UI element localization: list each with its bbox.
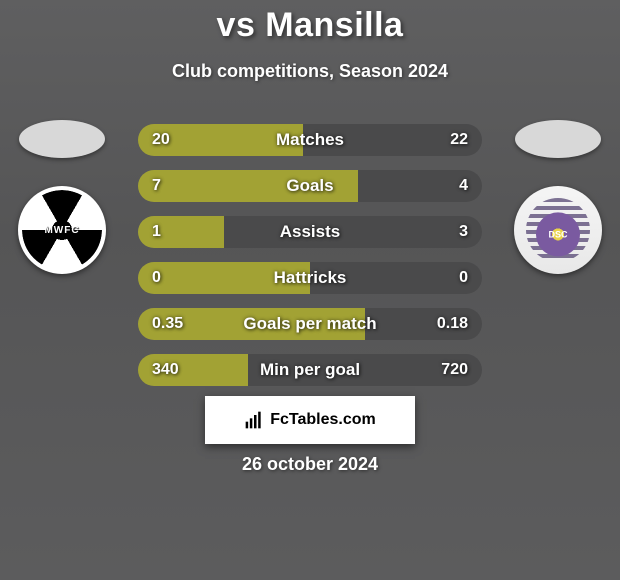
left-player-silhouette-icon (19, 120, 105, 158)
left-club-badge-text: MWFC (18, 186, 106, 274)
left-club-badge: MWFC (18, 186, 106, 274)
stat-value-left: 7 (152, 177, 161, 195)
brand-logo-icon (244, 410, 264, 430)
stats-list: 20 Matches 22 7 Goals 4 1 Assists 3 0 Hattricks 0 0.… (138, 124, 482, 386)
footer-date: 26 october 2024 (0, 454, 620, 475)
stat-row: 0 Hattricks 0 (138, 262, 482, 294)
page-title: vs Mansilla (0, 6, 620, 45)
stat-label: Assists (280, 222, 340, 242)
stat-value-right: 720 (441, 361, 468, 379)
stat-label: Matches (276, 130, 344, 150)
stat-row: 1 Assists 3 (138, 216, 482, 248)
stat-value-right: 0.18 (437, 315, 468, 333)
stat-row: 7 Goals 4 (138, 170, 482, 202)
stat-value-right: 0 (459, 269, 468, 287)
stat-row: 340 Min per goal 720 (138, 354, 482, 386)
stat-label: Hattricks (274, 268, 347, 288)
stat-row: 20 Matches 22 (138, 124, 482, 156)
stat-label: Goals (286, 176, 333, 196)
right-club-badge: DSC (514, 186, 602, 274)
stat-row: 0.35 Goals per match 0.18 (138, 308, 482, 340)
stat-value-right: 22 (450, 131, 468, 149)
stat-row-labels: 7 Goals 4 (138, 170, 482, 202)
stat-value-right: 3 (459, 223, 468, 241)
stat-value-left: 0 (152, 269, 161, 287)
right-player-silhouette-icon (515, 120, 601, 158)
stat-value-left: 1 (152, 223, 161, 241)
stat-row-labels: 1 Assists 3 (138, 216, 482, 248)
footer-brand-badge[interactable]: FcTables.com (205, 396, 415, 444)
container: vs Mansilla Club competitions, Season 20… (0, 0, 620, 580)
stat-value-right: 4 (459, 177, 468, 195)
stat-row-labels: 0 Hattricks 0 (138, 262, 482, 294)
stat-row-labels: 0.35 Goals per match 0.18 (138, 308, 482, 340)
stat-label: Min per goal (260, 360, 360, 380)
stat-value-left: 340 (152, 361, 179, 379)
left-player-column: MWFC (18, 120, 106, 274)
stat-label: Goals per match (243, 314, 376, 334)
right-player-column: DSC (514, 120, 602, 274)
stat-row-labels: 20 Matches 22 (138, 124, 482, 156)
right-club-badge-text: DSC (536, 212, 580, 256)
footer-brand-text: FcTables.com (270, 411, 376, 429)
stat-value-left: 20 (152, 131, 170, 149)
page-subtitle: Club competitions, Season 2024 (0, 61, 620, 82)
stat-row-labels: 340 Min per goal 720 (138, 354, 482, 386)
stat-value-left: 0.35 (152, 315, 183, 333)
